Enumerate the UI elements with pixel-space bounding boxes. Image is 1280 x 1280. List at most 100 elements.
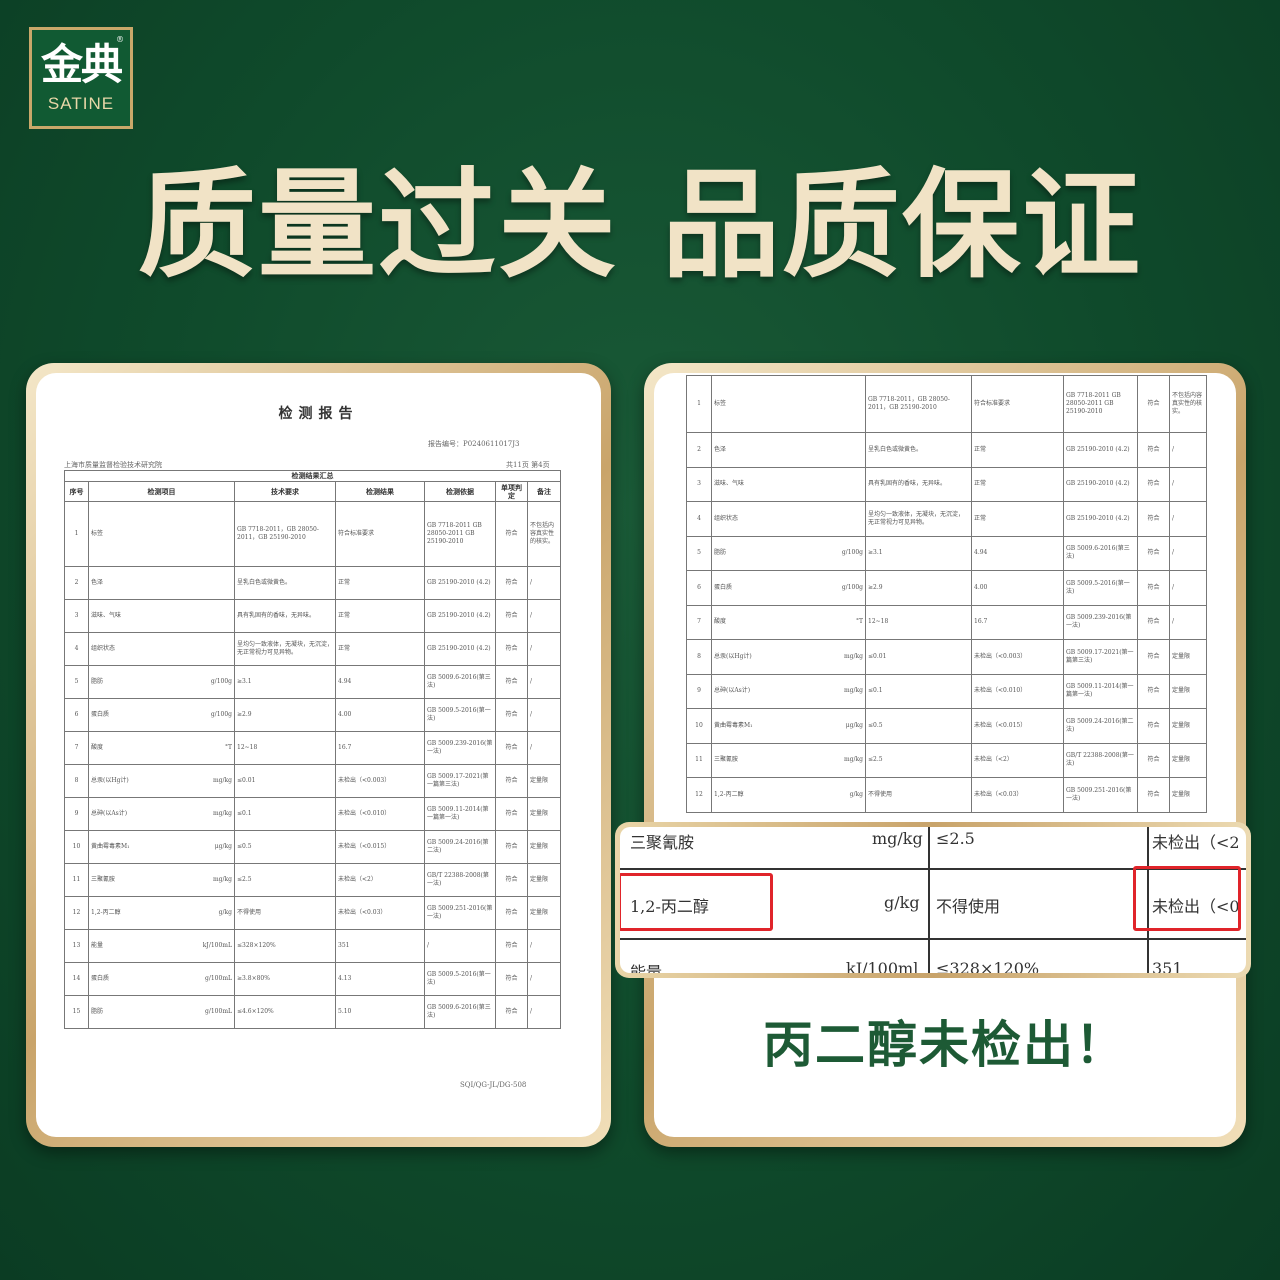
cell-judge: 符合 [1137, 777, 1170, 813]
cell-tech: ≤0.5 [234, 830, 336, 864]
report-pages: 共11页 第4页 [506, 461, 550, 469]
cell-seq: 12 [64, 896, 89, 930]
cell-item: 总汞(以Hg计) mg/kg [88, 764, 235, 798]
cell-tech: ≤2.5 [865, 742, 972, 778]
cell-note: 定量限 [526, 896, 562, 930]
cell-basis: GB 5009.251-2016(第一法) [1063, 777, 1138, 813]
cell-seq: 7 [686, 604, 712, 640]
item-name: 黄曲霉毒素M₁ [714, 721, 753, 729]
cell-note: 定量限 [1169, 742, 1207, 778]
cell-seq: 9 [64, 797, 89, 831]
report-page: 检测报告 报告编号：P0240611017J3 上海市质量监督检验技术研究院 共… [36, 373, 601, 1137]
cell-judge: 符合 [1137, 673, 1170, 709]
item-name: 脂肪 [91, 1008, 104, 1015]
cell-judge: 符合 [1137, 432, 1170, 468]
cell-result: 正常 [335, 632, 425, 666]
cell-seq: 8 [686, 639, 712, 675]
cell-basis: GB 5009.24-2016(第二法) [1063, 708, 1138, 744]
cell-item: 脂肪 g/100mL [88, 995, 235, 1029]
item-unit: mg/kg [212, 876, 232, 883]
item-name: 总砷(以As计) [714, 687, 751, 695]
cell-judge: 符合 [1137, 708, 1170, 744]
table-row: 3 滋味、气味 具有乳固有的香味，无异味。 正常 GB 25190-2010 (4.2)… [64, 599, 562, 633]
cell-note: / [526, 665, 562, 699]
zoom-tech: 不得使用 [936, 897, 1001, 916]
table-row: 3 滋味、气味 具有乳固有的香味，无异味。 正常 GB 25190-2010 (4.2)… [686, 466, 1207, 502]
cell-judge: 符合 [495, 599, 528, 633]
cell-item: 黄曲霉毒素M₁ μg/kg [88, 830, 235, 864]
cell-tech: ≤328×120% [234, 929, 336, 963]
cell-judge: 符合 [495, 929, 528, 963]
table-caption: 检测结果汇总 [63, 470, 562, 482]
cell-seq: 11 [64, 863, 89, 897]
cell-judge: 符合 [495, 566, 528, 600]
cell-result: 5.10 [335, 995, 425, 1029]
slogan: 丙二醇未检出！ [763, 1016, 1127, 1074]
table-row: 14 蛋白质 g/100mL ≥3.8×80% 4.13 GB 5009.5-2016(第… [64, 962, 562, 996]
cell-tech: 呈乳白色或微黄色。 [865, 432, 972, 468]
item-name: 三聚氰胺 [714, 756, 739, 764]
cell-seq: 3 [686, 466, 712, 502]
zoom-result: 未检出（<2 [1152, 833, 1240, 852]
cell-item: 1,2-丙二醇 g/kg [88, 896, 235, 930]
cell-tech: ≥2.9 [234, 698, 336, 732]
cell-judge: 符合 [1137, 466, 1170, 502]
cell-item: 标签 [711, 375, 866, 433]
cell-item: 组织状态 [711, 501, 866, 537]
cell-tech: ≤0.1 [234, 797, 336, 831]
cell-result: 正常 [335, 599, 425, 633]
item-unit: mg/kg [212, 777, 232, 784]
cell-result: 4.13 [335, 962, 425, 996]
magnified-strip: 三聚氰胺 mg/kg ≤2.5 未检出（<2 1,2-丙二醇 g/kg 不得使用… [615, 822, 1251, 978]
highlight-box-result [1133, 866, 1241, 931]
item-unit: μg/kg [214, 843, 232, 850]
table-row: 10 黄曲霉毒素M₁ μg/kg ≤0.5 未检出（<0.015） GB 5009.24-… [64, 830, 562, 864]
cell-item: 蛋白质 g/100g [88, 698, 235, 732]
cell-result: 未检出（<0.010） [335, 797, 425, 831]
cell-seq: 5 [686, 535, 712, 571]
cell-result: 未检出（<0.003） [971, 639, 1064, 675]
table-row: 11 三聚氰胺 mg/kg ≤2.5 未检出（<2） GB/T 22388-2008(第一… [686, 742, 1207, 778]
cell-tech: 12~18 [234, 731, 336, 765]
cell-item: 脂肪 g/100g [711, 535, 866, 571]
cell-basis: GB 5009.24-2016(第二法) [424, 830, 496, 864]
cell-seq: 10 [64, 830, 89, 864]
cell-basis: GB 5009.17-2021(第一篇第三法) [1063, 639, 1138, 675]
cell-basis: GB 5009.17-2021(第一篇第三法) [424, 764, 496, 798]
cell-basis: GB 25190-2010 (4.2) [1063, 432, 1138, 468]
item-name: 滋味、气味 [714, 480, 745, 488]
cell-tech: GB 7718-2011，GB 28050-2011，GB 25190-2010 [865, 375, 972, 433]
cell-note: / [526, 599, 562, 633]
cell-judge: 符合 [1137, 570, 1170, 606]
cell-seq: 2 [64, 566, 89, 600]
zoom-item: 三聚氰胺 [630, 833, 695, 852]
headline-right: 品质保证 [662, 156, 1143, 294]
cell-note: / [526, 929, 562, 963]
cell-result: 符合标准要求 [971, 375, 1064, 433]
item-name: 标签 [91, 530, 104, 537]
cell-seq: 2 [686, 432, 712, 468]
table-row: 4 组织状态 呈均匀一致液体，无凝块，无沉淀，无正常视力可见异物。 正常 GB 2519… [64, 632, 562, 666]
column-header: 检测依据 [424, 481, 496, 502]
cell-result: 4.94 [335, 665, 425, 699]
item-unit: g/kg [218, 909, 232, 916]
cell-seq: 6 [64, 698, 89, 732]
cell-note: 定量限 [1169, 777, 1207, 813]
cell-seq: 8 [64, 764, 89, 798]
brand-name-cn: 金典 [40, 40, 123, 89]
cell-item: 脂肪 g/100g [88, 665, 235, 699]
cell-basis: GB 5009.11-2014(第一篇第一法) [424, 797, 496, 831]
table-row: 5 脂肪 g/100g ≥3.1 4.94 GB 5009.6-2016(第三法) 符合 / [686, 535, 1207, 571]
highlight-box-item [620, 873, 773, 931]
cell-basis: GB 5009.11-2014(第一篇第一法) [1063, 673, 1138, 709]
cell-item: 总砷(以As计) mg/kg [711, 673, 866, 709]
item-name: 酸度 [714, 618, 727, 626]
cell-item: 三聚氰胺 mg/kg [711, 742, 866, 778]
headline: 质量过关 品质保证 [0, 160, 1280, 290]
cell-basis: GB 5009.6-2016(第三法) [1063, 535, 1138, 571]
column-header: 检测结果 [335, 481, 425, 502]
cell-basis: GB 7718-2011 GB 28050-2011 GB 25190-2010 [424, 501, 496, 567]
cell-seq: 10 [686, 708, 712, 744]
cell-result: 4.00 [335, 698, 425, 732]
cell-judge: 符合 [495, 764, 528, 798]
